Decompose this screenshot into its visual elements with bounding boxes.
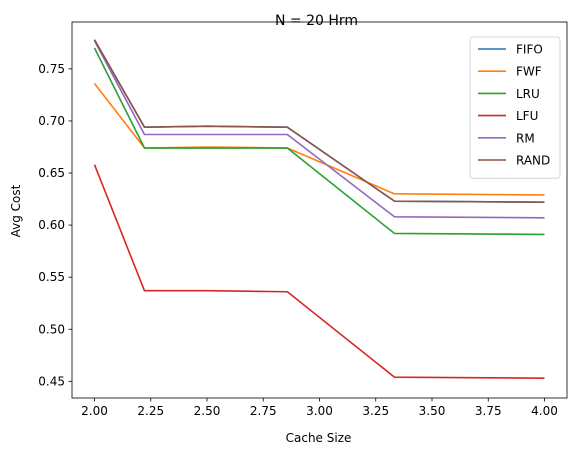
y-tick-label: 0.75 <box>38 62 65 76</box>
y-tick-label: 0.45 <box>38 374 65 388</box>
x-tick-label: 2.00 <box>81 404 108 418</box>
x-tick-label: 2.50 <box>194 404 221 418</box>
legend: FIFO FWF LRU LFU RM RAND <box>469 36 561 179</box>
x-tick-label: 2.25 <box>137 404 164 418</box>
y-tick-label: 0.50 <box>38 322 65 336</box>
y-tick-label: 0.60 <box>38 218 65 232</box>
x-tick-label: 3.25 <box>362 404 389 418</box>
x-axis: 2.00 2.25 2.50 2.75 3.00 3.25 3.50 3.75 4.00 <box>81 398 558 418</box>
x-axis-label: Cache Size <box>286 431 352 445</box>
x-tick-label: 2.75 <box>250 404 277 418</box>
series-line-lfu <box>93 164 545 380</box>
y-tick-label: 0.70 <box>38 114 65 128</box>
legend-label: LRU <box>516 87 540 101</box>
y-tick-label: 0.55 <box>38 270 65 284</box>
series-line-lru <box>93 47 545 236</box>
chart-title: N = 20 Hrm <box>275 13 358 29</box>
y-axis-label: Avg Cost <box>9 184 23 237</box>
series-layer <box>93 39 545 380</box>
legend-label: RAND <box>516 154 550 168</box>
series-line-rand <box>93 39 545 203</box>
series-line-rm <box>93 40 545 219</box>
legend-label: FIFO <box>516 43 543 57</box>
y-tick-label: 0.65 <box>38 166 65 180</box>
x-tick-label: 4.00 <box>531 404 558 418</box>
y-axis: 0.45 0.50 0.55 0.60 0.65 0.70 0.75 <box>38 62 72 388</box>
legend-label: RM <box>516 131 535 145</box>
legend-label: LFU <box>516 109 538 123</box>
x-tick-label: 3.50 <box>419 404 446 418</box>
x-tick-label: 3.00 <box>306 404 333 418</box>
x-tick-label: 3.75 <box>475 404 502 418</box>
legend-box <box>469 36 561 179</box>
legend-label: FWF <box>516 65 542 79</box>
